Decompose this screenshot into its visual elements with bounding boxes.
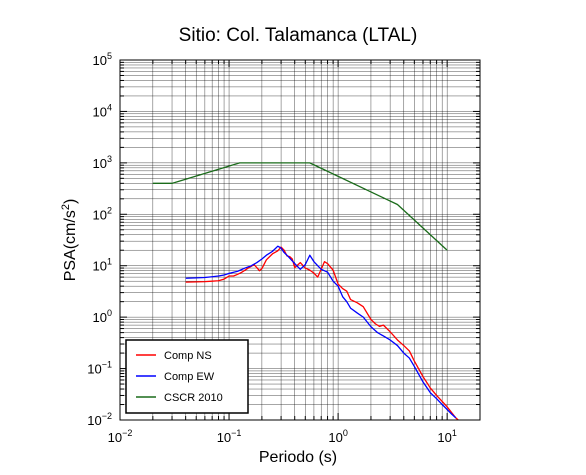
series-lines [152,162,460,420]
legend-label-comp-ns: Comp NS [164,350,212,362]
y-tick-label: 102 [93,205,112,222]
y-tick-labels: 10−2 10−1 100 101 102 103 104 105 [87,51,112,428]
y-tick-label: 105 [93,51,112,68]
chart-title: Sitio: Col. Talamanca (LTAL) [179,25,418,46]
series-line-comp-ns [185,246,460,420]
legend: Comp NS Comp EW CSCR 2010 [125,339,249,414]
y-axis-label-superscript: 2 [60,204,72,210]
y-axis-label-close: ) [62,199,79,204]
legend-label-cscr-2010: CSCR 2010 [164,392,223,404]
x-tick-label: 10−2 [108,428,133,445]
y-tick-label: 103 [93,154,112,171]
legend-label-comp-ew: Comp EW [164,371,215,383]
y-tick-label: 104 [93,102,112,119]
x-tick-label: 100 [328,428,347,445]
y-axis-label-base: PSA(cm/s [62,210,79,281]
y-tick-label: 10−2 [87,411,112,428]
series-line-cscr-2010 [152,162,448,251]
plot-frame [119,59,481,421]
y-tick-label: 101 [93,257,112,274]
axis-ticks [119,59,481,421]
x-tick-label: 10−1 [217,428,242,445]
x-axis-label: Periodo (s) [259,449,337,466]
series-line-comp-ew [185,245,457,419]
x-tick-label: 101 [437,428,456,445]
y-tick-label: 100 [93,308,112,325]
y-tick-label: 10−1 [87,360,112,377]
x-tick-labels: 10−2 10−1 100 101 [108,428,457,445]
y-axis-label: PSA(cm/s2) [60,199,79,282]
